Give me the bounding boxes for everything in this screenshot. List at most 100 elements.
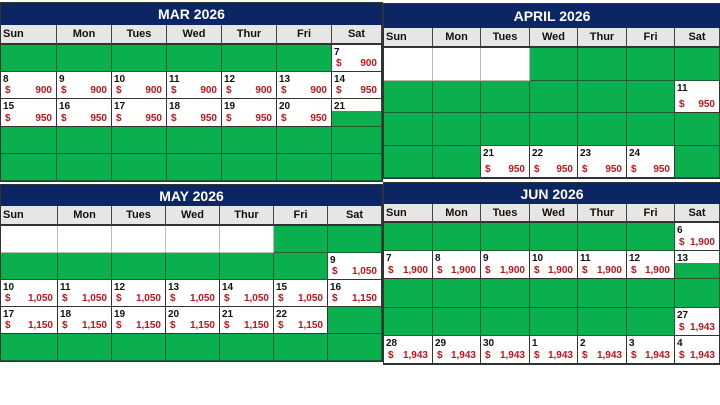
weekday-header: Wed: [167, 25, 222, 45]
day-number: 18: [60, 309, 72, 320]
available-day-cell[interactable]: 4 $1,943: [675, 335, 720, 364]
weekday-header: Thur: [220, 206, 274, 226]
day-number: 17: [3, 309, 15, 320]
available-day-cell[interactable]: 13 $1,050: [166, 280, 220, 307]
available-day-cell[interactable]: 20 $1,150: [166, 307, 220, 334]
available-day-cell[interactable]: 16 $1,150: [328, 280, 382, 307]
available-day-cell[interactable]: 22 $1,150: [274, 307, 328, 334]
booked-day-cell: [578, 223, 627, 252]
available-day-cell[interactable]: 9 $1,900: [481, 251, 530, 280]
available-day-cell[interactable]: 21 $1,150: [220, 307, 274, 334]
price-amount: 1,900: [644, 265, 670, 277]
calendar-title: MAR 2026: [1, 3, 382, 25]
day-price: $1,943: [631, 350, 670, 361]
available-day-cell[interactable]: 13 $900: [277, 72, 332, 100]
price-amount: 1,050: [27, 293, 53, 304]
available-day-cell[interactable]: 29 $1,943: [433, 335, 481, 364]
day-price: $1,050: [278, 293, 323, 304]
available-day-cell[interactable]: 28 $1,943: [384, 335, 433, 364]
available-day-cell[interactable]: 27 $1,943: [675, 307, 720, 336]
available-day-cell[interactable]: 17 $950: [112, 99, 167, 127]
available-day-cell[interactable]: 20 $950: [277, 99, 332, 127]
available-day-cell[interactable]: 18 $950: [167, 99, 222, 127]
available-day-cell[interactable]: 14 $1,050: [220, 280, 274, 307]
currency-symbol: $: [224, 293, 230, 304]
available-day-cell[interactable]: 15 $1,050: [274, 280, 328, 307]
available-day-cell[interactable]: 23 $950: [578, 145, 627, 178]
booked-day-cell: [627, 113, 675, 146]
currency-symbol: $: [224, 320, 230, 331]
currency-symbol: $: [679, 237, 685, 249]
empty-day-cell: [384, 48, 433, 81]
day-price: $1,943: [582, 350, 622, 361]
available-day-cell[interactable]: 12 $900: [222, 72, 277, 100]
currency-symbol: $: [62, 320, 68, 331]
booked-day-cell: [274, 226, 328, 253]
available-day-cell[interactable]: 3 $1,943: [627, 335, 675, 364]
available-day-cell[interactable]: 11 $1,050: [58, 280, 112, 307]
booked-day-cell: [57, 45, 112, 73]
weekday-header: Fri: [627, 204, 675, 223]
weekday-header: Fri: [274, 206, 328, 226]
booked-day-cell: [675, 145, 720, 178]
available-day-cell[interactable]: 21 $950: [481, 145, 530, 178]
currency-symbol: $: [437, 350, 443, 361]
currency-symbol: $: [170, 320, 176, 331]
available-day-cell[interactable]: 11 $950: [675, 80, 720, 113]
available-day-cell[interactable]: 11 $900: [167, 72, 222, 100]
available-day-cell[interactable]: 2 $1,943: [578, 335, 627, 364]
currency-symbol: $: [5, 293, 11, 304]
available-day-cell[interactable]: 8 $1,900: [433, 251, 481, 280]
available-day-cell[interactable]: 10 $1,900: [530, 251, 578, 280]
available-day-cell[interactable]: 10 $900: [112, 72, 167, 100]
weekday-header: Sun: [384, 204, 433, 223]
booked-day-cell: [481, 279, 530, 308]
booked-day-cell: [481, 113, 530, 146]
available-day-cell[interactable]: 9 $1,050: [328, 253, 382, 280]
day-price: $900: [171, 85, 217, 96]
booked-day-cell: [675, 48, 720, 81]
available-day-cell[interactable]: 14 $950: [332, 72, 382, 100]
day-price: $1,943: [679, 322, 715, 333]
day-cell[interactable]: 21: [332, 99, 382, 127]
price-amount: 1,150: [297, 320, 323, 331]
available-day-cell[interactable]: 6 $1,900: [675, 223, 720, 252]
available-day-cell[interactable]: 7 $1,900: [384, 251, 433, 280]
day-number: 7: [386, 253, 392, 265]
available-day-cell[interactable]: 19 $950: [222, 99, 277, 127]
available-day-cell[interactable]: 19 $1,150: [112, 307, 166, 334]
booked-day-cell: [222, 153, 277, 181]
day-price: $950: [61, 113, 107, 124]
booked-day-cell: [222, 126, 277, 154]
available-day-cell[interactable]: 16 $950: [57, 99, 112, 127]
available-day-cell[interactable]: 9 $900: [57, 72, 112, 100]
available-day-cell[interactable]: 15 $950: [1, 99, 57, 127]
price-amount: 1,050: [189, 293, 215, 304]
day-price: $1,050: [224, 293, 269, 304]
booked-day-cell: [433, 223, 481, 252]
available-day-cell[interactable]: 11 $1,900: [578, 251, 627, 280]
available-day-cell[interactable]: 17 $1,150: [1, 307, 58, 334]
price-amount: 950: [255, 112, 272, 124]
weekday-header: Sun: [1, 206, 58, 226]
available-day-cell[interactable]: 12 $1,050: [112, 280, 166, 307]
available-day-cell[interactable]: 24 $950: [627, 145, 675, 178]
available-day-cell[interactable]: 7 $900: [332, 45, 382, 73]
booked-day-cell: [112, 153, 167, 181]
day-number: 10: [3, 282, 15, 293]
available-day-cell[interactable]: 8 $900: [1, 72, 57, 100]
weekday-header: Tues: [112, 25, 167, 45]
day-price: $1,900: [437, 265, 476, 276]
booked-day-cell: [112, 126, 167, 154]
available-day-cell[interactable]: 18 $1,150: [58, 307, 112, 334]
day-cell[interactable]: 13: [675, 251, 720, 280]
available-day-cell[interactable]: 1 $1,943: [530, 335, 578, 364]
available-day-cell[interactable]: 12 $1,900: [627, 251, 675, 280]
available-day-cell[interactable]: 30 $1,943: [481, 335, 530, 364]
day-number: 11: [169, 74, 180, 86]
available-day-cell[interactable]: 22 $950: [530, 145, 578, 178]
available-day-cell[interactable]: 10 $1,050: [1, 280, 58, 307]
booked-day-cell: [433, 307, 481, 336]
weekday-header: Thur: [578, 28, 627, 48]
day-price: $950: [534, 164, 573, 175]
